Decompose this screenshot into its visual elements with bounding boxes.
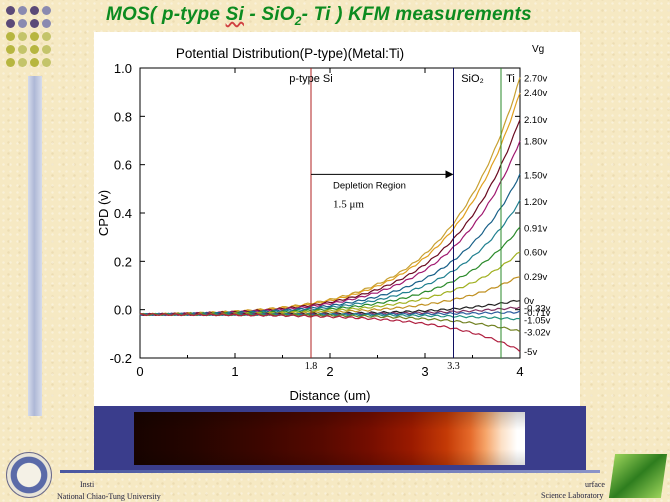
depletion-width-label: 1.5 μm [333, 198, 364, 210]
series-label: 0v [524, 296, 534, 307]
region-label: SiO₂ [461, 73, 484, 85]
university-seal-logo [6, 452, 52, 498]
x-tick-label: 0 [136, 364, 143, 379]
region-label: Ti [506, 73, 515, 85]
footer-surface-text: urface [585, 480, 605, 489]
slide-title: MOS( p-type Si - SiO2- Ti ) KFM measurem… [106, 4, 532, 28]
y-tick-label: 0.4 [114, 206, 132, 221]
boundary-label: 3.3 [447, 361, 460, 372]
y-tick-label: 0.6 [114, 158, 132, 173]
x-tick-label: 3 [421, 364, 428, 379]
y-axis-label: CPD (v) [96, 190, 111, 236]
decorative-dot [42, 19, 51, 28]
decorative-dot [18, 32, 27, 41]
y-tick-label: -0.2 [110, 351, 132, 366]
decorative-dot [6, 58, 15, 67]
kfm-image-band [94, 406, 586, 470]
title-subscript-2: 2 [294, 13, 302, 28]
decorative-dot [18, 58, 27, 67]
chart-panel: Potential Distribution(P-type)(Metal:Ti)… [94, 32, 580, 406]
x-tick-label: 4 [516, 364, 523, 379]
title-part-si: Si [225, 4, 244, 25]
series-label: 2.10v [524, 115, 547, 126]
series-label: 1.20v [524, 197, 547, 208]
decorative-dot [42, 45, 51, 54]
depletion-arrow-head [445, 170, 454, 179]
lab-logo [608, 454, 668, 498]
decorative-dot [30, 58, 39, 67]
decorative-side-bar [28, 76, 42, 416]
series-label: 0.91v [524, 224, 547, 235]
series-label: -0.71v [524, 308, 551, 319]
footer-divider [60, 470, 600, 473]
series-line [139, 92, 521, 316]
decorative-dot [42, 6, 51, 15]
series-label: 2.70v [524, 74, 547, 85]
series-label: -5v [524, 347, 537, 358]
y-tick-label: 1.0 [114, 61, 132, 76]
boundary-label: 1.8 [305, 361, 318, 372]
title-part-1: MOS( p-type [106, 4, 226, 25]
depletion-region-label: Depletion Region [333, 180, 406, 191]
decorative-dot [6, 45, 15, 54]
decorative-dot [18, 45, 27, 54]
footer-institute-text: Insti [80, 480, 95, 489]
decorative-dot-grid [6, 6, 54, 74]
x-axis-label: Distance (um) [290, 388, 371, 403]
series-label: 0.29v [524, 272, 547, 283]
y-tick-label: 0.2 [114, 254, 132, 269]
x-tick-label: 2 [326, 364, 333, 379]
series-label: -3.02v [524, 327, 551, 338]
decorative-dot [42, 32, 51, 41]
chart-title: Potential Distribution(P-type)(Metal:Ti) [176, 46, 404, 61]
cpd-line-chart: Potential Distribution(P-type)(Metal:Ti)… [96, 44, 551, 403]
y-tick-label: 0.8 [114, 109, 132, 124]
series-line [139, 77, 521, 316]
series-label: 2.40v [524, 88, 547, 99]
decorative-dot [30, 6, 39, 15]
x-tick-label: 1 [231, 364, 238, 379]
decorative-dot [6, 32, 15, 41]
series-label: 1.50v [524, 170, 547, 181]
title-part-sio: - SiO [243, 4, 295, 25]
region-label: p-type Si [289, 73, 332, 85]
series-line [139, 173, 521, 316]
footer-university-text: National Chiao-Tung University [57, 492, 161, 501]
series-line [139, 312, 521, 333]
decorative-dot [6, 6, 15, 15]
decorative-dot [6, 19, 15, 28]
decorative-dot [30, 19, 39, 28]
series-label: -0.33v [524, 303, 551, 314]
series-label: -1.05v [524, 315, 551, 326]
decorative-dot [30, 45, 39, 54]
footer-lab-text: Science Laboratory [541, 491, 604, 500]
series-line [139, 312, 521, 353]
decorative-dot [42, 58, 51, 67]
title-part-rest: - Ti ) KFM measurements [301, 4, 532, 25]
decorative-dot [18, 19, 27, 28]
decorative-dot [18, 6, 27, 15]
kfm-potential-map-image [134, 412, 525, 465]
y-tick-label: 0.0 [114, 303, 132, 318]
series-label: 0.60v [524, 248, 547, 259]
vg-legend-header: Vg [532, 44, 544, 55]
series-line [139, 312, 521, 321]
decorative-dot [30, 32, 39, 41]
series-label: 1.80v [524, 137, 547, 148]
